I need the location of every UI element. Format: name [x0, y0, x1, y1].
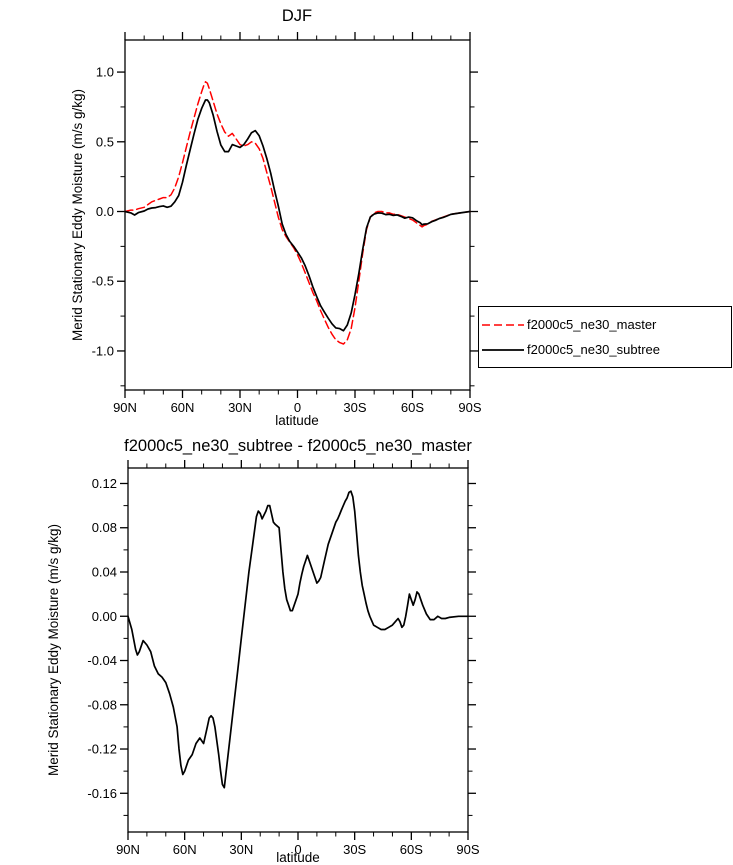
- legend-entry-master: f2000c5_ne30_master: [479, 317, 731, 332]
- top-chart-ylabel: Merid Stationary Eddy Moisture (m/s g/kg…: [70, 89, 85, 341]
- y-tick-label: 0.12: [92, 476, 117, 491]
- bottom-chart-ylabel: Merid Stationary Eddy Moisture (m/s g/kg…: [46, 524, 61, 776]
- bottom-chart-title: f2000c5_ne30_subtree - f2000c5_ne30_mast…: [124, 437, 472, 455]
- y-tick-label: -0.5: [92, 274, 114, 289]
- series-line-f2000c5_ne30_subtree: [124, 99, 471, 332]
- y-tick-label: -1.0: [92, 343, 114, 358]
- y-tick-label: 0.00: [92, 609, 117, 624]
- y-tick-label: -0.16: [87, 786, 117, 801]
- legend-box: f2000c5_ne30_master f2000c5_ne30_subtree: [478, 306, 732, 368]
- y-tick-label: 0.0: [96, 204, 114, 219]
- x-tick-label: 0: [294, 400, 301, 415]
- x-tick-label: 90N: [113, 400, 137, 415]
- plot-frame: [124, 39, 471, 391]
- top-chart-title: DJF: [282, 7, 312, 25]
- y-tick-label: 0.04: [92, 565, 117, 580]
- top-chart: 90N 60N 30N 0 30S 60S 90S 1.0 0.5 0.0 -0.5 -1.0: [92, 32, 482, 415]
- x-tick-label: 60N: [171, 400, 195, 415]
- x-tick-label: 60S: [401, 400, 424, 415]
- plot-frame: [127, 467, 469, 833]
- x-tick-label: 30S: [343, 842, 366, 857]
- legend-label-subtree: f2000c5_ne30_subtree: [527, 342, 661, 357]
- x-tick-label: 30N: [229, 842, 253, 857]
- x-tick-label: 30S: [343, 400, 366, 415]
- x-tick-label: 90N: [116, 842, 140, 857]
- bottom-chart-xlabel: latitude: [276, 850, 320, 865]
- x-tick-label: 60S: [400, 842, 423, 857]
- series-line-difference: [127, 490, 469, 789]
- y-tick-label: 0.5: [96, 134, 114, 149]
- x-tick-label: 90S: [458, 400, 481, 415]
- x-tick-label: 60N: [173, 842, 197, 857]
- top-chart-xlabel: latitude: [275, 413, 319, 428]
- bottom-chart: 90N 60N 30N 0 30S 60S 90S 0.12 0.08 0.04 0.00 -0.04…: [87, 460, 480, 857]
- legend-dashed-line-sample: [482, 323, 524, 326]
- legend-entry-subtree: f2000c5_ne30_subtree: [479, 342, 731, 357]
- y-tick-label: -0.04: [87, 653, 117, 668]
- x-tick-label: 90S: [456, 842, 479, 857]
- y-tick-label: 1.0: [96, 65, 114, 80]
- series-line-f2000c5_ne30_master: [124, 81, 471, 345]
- legend-solid-line-sample: [482, 348, 524, 351]
- x-tick-label: 0: [294, 842, 301, 857]
- x-tick-label: 30N: [228, 400, 252, 415]
- y-tick-label: 0.08: [92, 520, 117, 535]
- y-tick-label: -0.08: [87, 697, 117, 712]
- legend-label-master: f2000c5_ne30_master: [527, 317, 657, 332]
- y-tick-label: -0.12: [87, 742, 117, 757]
